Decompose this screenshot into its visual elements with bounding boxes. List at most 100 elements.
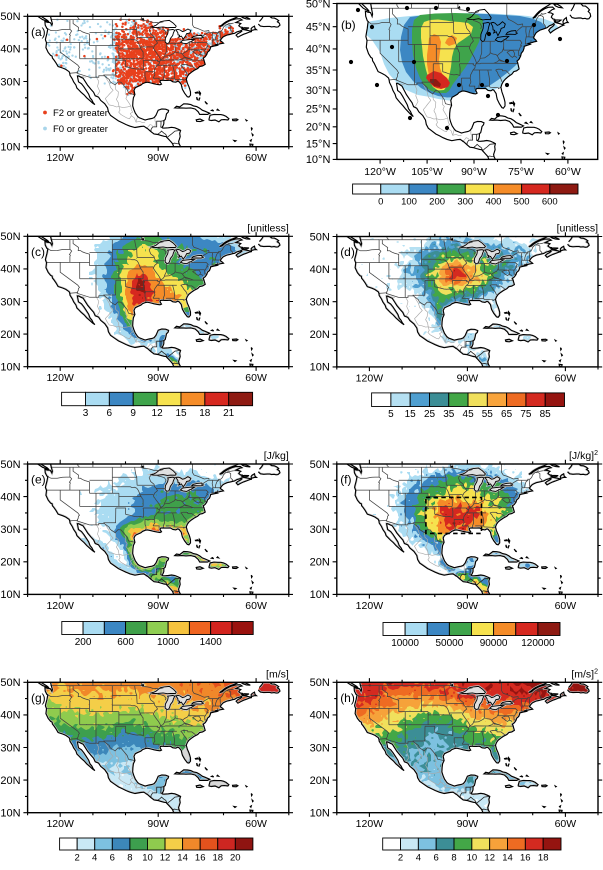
svg-text:45: 45 xyxy=(463,409,475,420)
svg-text:[unitless]: [unitless] xyxy=(247,222,289,234)
svg-text:25°N: 25°N xyxy=(306,104,331,116)
svg-text:15: 15 xyxy=(405,409,417,420)
svg-text:120W: 120W xyxy=(46,600,74,612)
svg-text:40N: 40N xyxy=(0,264,20,276)
svg-text:50N: 50N xyxy=(310,677,330,689)
svg-text:9: 9 xyxy=(130,408,136,419)
svg-text:2: 2 xyxy=(75,853,80,864)
svg-text:50N: 50N xyxy=(310,459,330,471)
svg-text:40N: 40N xyxy=(0,710,20,722)
svg-text:90W: 90W xyxy=(147,600,169,612)
svg-text:21: 21 xyxy=(223,408,235,419)
svg-text:[unitless]: [unitless] xyxy=(557,223,599,235)
svg-text:20N: 20N xyxy=(0,329,20,341)
svg-text:15: 15 xyxy=(175,408,187,419)
svg-text:60W: 60W xyxy=(555,600,577,612)
svg-text:120W: 120W xyxy=(356,372,384,384)
svg-text:20N: 20N xyxy=(0,557,20,569)
svg-text:90W: 90W xyxy=(147,818,169,830)
svg-text:(c): (c) xyxy=(31,245,45,259)
svg-text:(a): (a) xyxy=(31,25,46,39)
svg-text:20N: 20N xyxy=(0,109,20,121)
svg-text:30N: 30N xyxy=(310,524,330,536)
svg-text:50N: 50N xyxy=(310,231,330,243)
svg-text:F0 or greater: F0 or greater xyxy=(53,124,108,135)
svg-text:10°N: 10°N xyxy=(306,154,331,166)
svg-text:120°W: 120°W xyxy=(364,166,396,178)
svg-text:14: 14 xyxy=(502,853,513,864)
svg-text:14: 14 xyxy=(177,853,188,864)
svg-text:90W: 90W xyxy=(457,372,479,384)
svg-text:10N: 10N xyxy=(0,142,20,154)
svg-text:75: 75 xyxy=(520,409,532,420)
svg-text:30N: 30N xyxy=(0,296,20,308)
svg-text:20°N: 20°N xyxy=(306,122,331,134)
svg-text:120W: 120W xyxy=(46,372,74,384)
svg-text:0: 0 xyxy=(378,197,383,208)
svg-text:10: 10 xyxy=(142,853,153,864)
svg-text:25: 25 xyxy=(424,409,436,420)
svg-text:(e): (e) xyxy=(31,473,46,487)
svg-text:120W: 120W xyxy=(46,152,74,164)
svg-text:200: 200 xyxy=(75,637,92,648)
svg-text:2: 2 xyxy=(398,853,403,864)
svg-text:[m/s]: [m/s] xyxy=(266,668,289,680)
svg-text:90°W: 90°W xyxy=(461,166,487,178)
svg-text:600: 600 xyxy=(542,197,558,208)
svg-text:12: 12 xyxy=(484,853,495,864)
svg-text:20: 20 xyxy=(230,853,241,864)
svg-text:16: 16 xyxy=(520,853,531,864)
svg-text:10N: 10N xyxy=(0,589,20,601)
svg-text:(f): (f) xyxy=(340,473,351,487)
svg-text:40N: 40N xyxy=(310,264,330,276)
svg-text:85: 85 xyxy=(540,409,552,420)
svg-text:20N: 20N xyxy=(310,329,330,341)
svg-text:18: 18 xyxy=(538,853,549,864)
svg-text:10N: 10N xyxy=(0,808,20,820)
svg-text:105°W: 105°W xyxy=(411,166,443,178)
svg-text:50°N: 50°N xyxy=(306,0,331,10)
svg-text:(b): (b) xyxy=(341,18,356,32)
svg-text:60°W: 60°W xyxy=(555,166,581,178)
svg-text:40N: 40N xyxy=(310,710,330,722)
svg-text:120W: 120W xyxy=(356,818,384,830)
svg-text:10: 10 xyxy=(467,853,478,864)
svg-text:[J/kg]2: [J/kg]2 xyxy=(569,450,598,462)
svg-text:18: 18 xyxy=(213,853,224,864)
svg-text:1400: 1400 xyxy=(200,637,223,648)
svg-text:35°N: 35°N xyxy=(306,65,331,77)
svg-text:60W: 60W xyxy=(245,152,267,164)
svg-text:F2 or greater: F2 or greater xyxy=(53,108,108,119)
svg-text:50000: 50000 xyxy=(435,638,463,649)
svg-text:30N: 30N xyxy=(0,76,20,88)
svg-text:30°N: 30°N xyxy=(306,85,331,97)
svg-text:3: 3 xyxy=(83,408,89,419)
svg-text:(g): (g) xyxy=(31,691,46,705)
svg-text:18: 18 xyxy=(199,408,211,419)
svg-text:120W: 120W xyxy=(356,600,384,612)
svg-text:1000: 1000 xyxy=(157,637,180,648)
svg-text:50N: 50N xyxy=(0,231,20,243)
svg-text:50N: 50N xyxy=(0,11,20,23)
svg-text:10000: 10000 xyxy=(391,638,419,649)
svg-text:90W: 90W xyxy=(457,818,479,830)
svg-text:4: 4 xyxy=(416,853,421,864)
svg-text:400: 400 xyxy=(486,197,502,208)
svg-text:75°W: 75°W xyxy=(508,166,534,178)
svg-text:40°N: 40°N xyxy=(306,44,331,56)
svg-text:300: 300 xyxy=(457,197,473,208)
svg-text:200: 200 xyxy=(429,197,445,208)
svg-text:35: 35 xyxy=(443,409,455,420)
svg-text:50N: 50N xyxy=(0,677,20,689)
svg-text:90W: 90W xyxy=(457,600,479,612)
svg-text:20N: 20N xyxy=(310,557,330,569)
svg-text:[m/s]2: [m/s]2 xyxy=(571,668,598,680)
svg-text:12: 12 xyxy=(160,853,171,864)
svg-text:6: 6 xyxy=(434,853,439,864)
svg-text:4: 4 xyxy=(92,853,97,864)
svg-text:10N: 10N xyxy=(310,808,330,820)
svg-text:90W: 90W xyxy=(147,152,169,164)
svg-text:30N: 30N xyxy=(310,297,330,309)
svg-text:120W: 120W xyxy=(46,818,74,830)
svg-text:40N: 40N xyxy=(0,491,20,503)
